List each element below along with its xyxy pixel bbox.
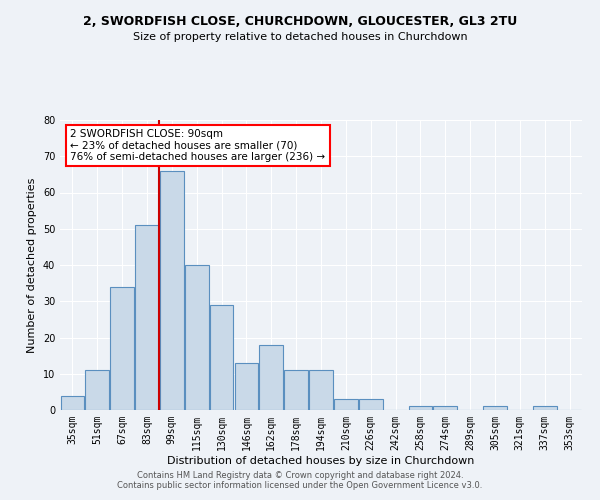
Bar — [210, 305, 233, 410]
Bar — [259, 345, 283, 410]
Bar — [309, 370, 333, 410]
X-axis label: Distribution of detached houses by size in Churchdown: Distribution of detached houses by size … — [167, 456, 475, 466]
Bar — [284, 370, 308, 410]
Bar — [61, 396, 84, 410]
Bar — [409, 406, 432, 410]
Text: Contains HM Land Registry data © Crown copyright and database right 2024.
Contai: Contains HM Land Registry data © Crown c… — [118, 470, 482, 490]
Bar — [235, 363, 258, 410]
Bar — [110, 287, 134, 410]
Bar — [334, 399, 358, 410]
Bar — [135, 225, 159, 410]
Y-axis label: Number of detached properties: Number of detached properties — [27, 178, 37, 352]
Text: Size of property relative to detached houses in Churchdown: Size of property relative to detached ho… — [133, 32, 467, 42]
Bar — [359, 399, 383, 410]
Bar — [433, 406, 457, 410]
Bar — [85, 370, 109, 410]
Bar — [533, 406, 557, 410]
Text: 2, SWORDFISH CLOSE, CHURCHDOWN, GLOUCESTER, GL3 2TU: 2, SWORDFISH CLOSE, CHURCHDOWN, GLOUCEST… — [83, 15, 517, 28]
Bar — [160, 171, 184, 410]
Bar — [185, 265, 209, 410]
Text: 2 SWORDFISH CLOSE: 90sqm
← 23% of detached houses are smaller (70)
76% of semi-d: 2 SWORDFISH CLOSE: 90sqm ← 23% of detach… — [70, 128, 326, 162]
Bar — [483, 406, 507, 410]
